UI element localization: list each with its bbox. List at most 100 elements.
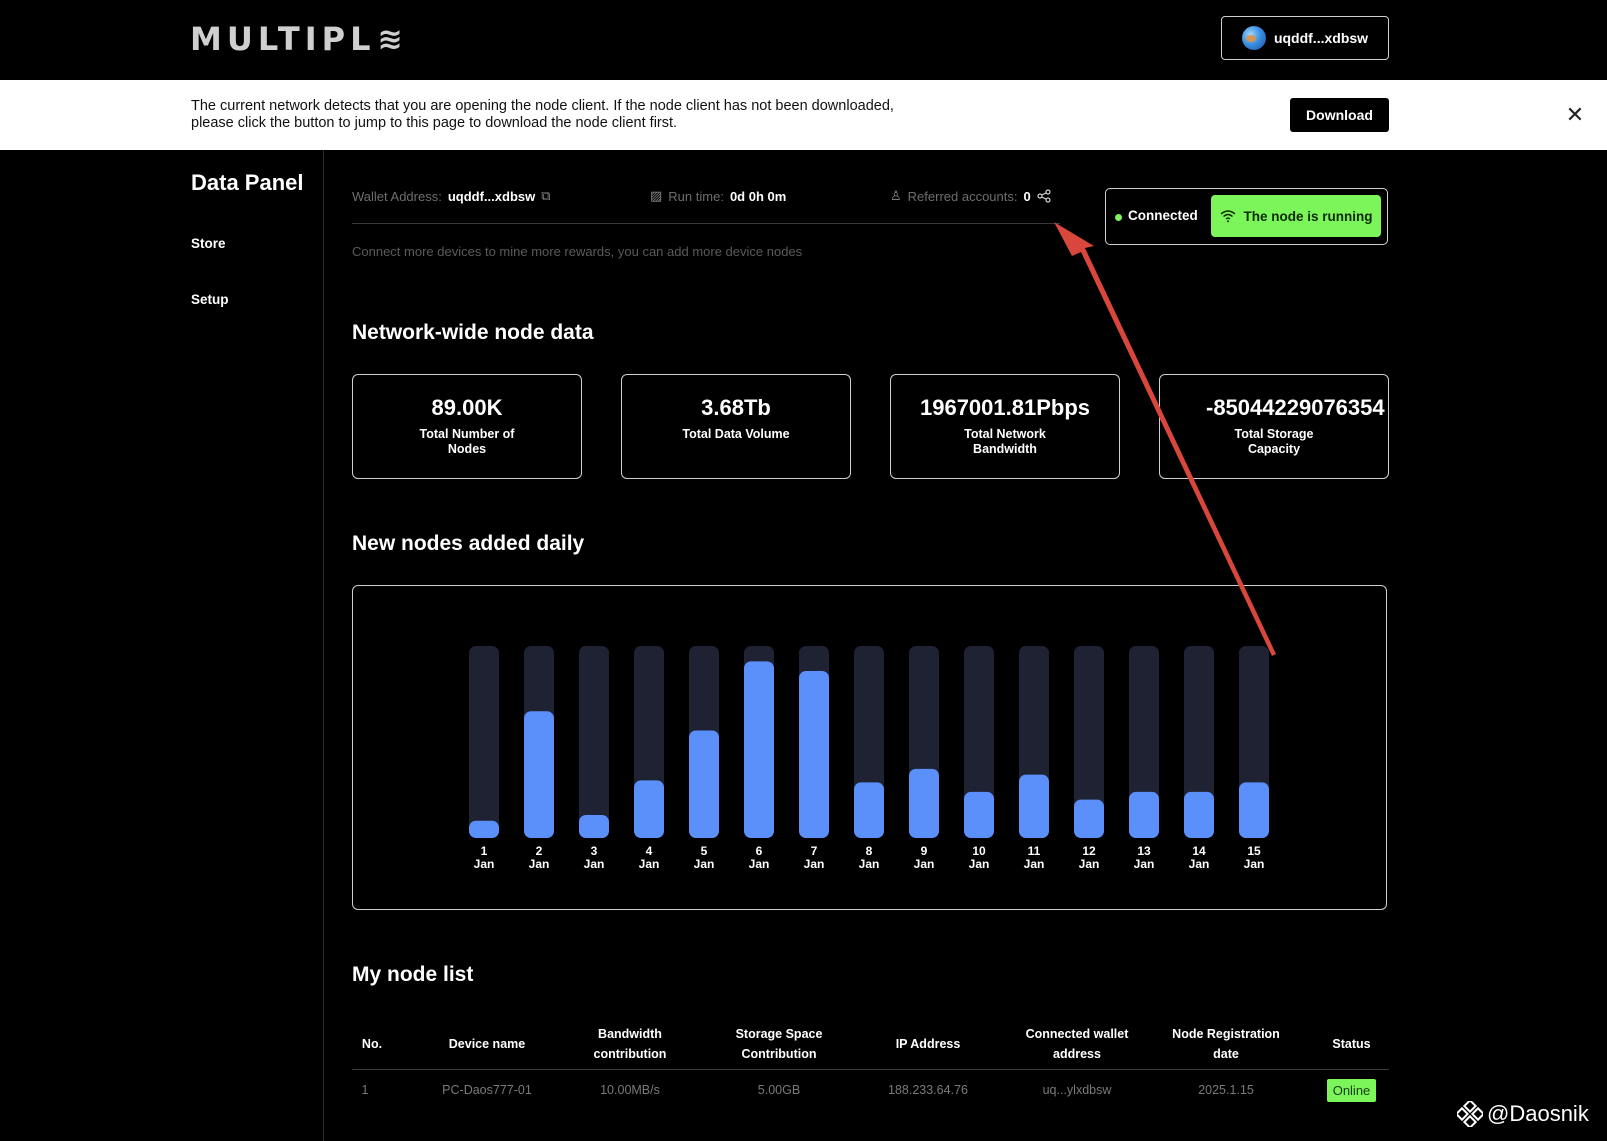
logo-waves-icon: ≋ <box>377 21 403 57</box>
col-wallet: Connected wallet address <box>1025 1027 1129 1061</box>
node-running-button[interactable]: The node is running <box>1211 195 1381 237</box>
sidebar: Data Panel Store Setup <box>0 150 324 1141</box>
bar-track <box>964 646 994 838</box>
x-tick-label: 13 Jan <box>1134 844 1155 871</box>
add-devices-hint: Connect more devices to mine more reward… <box>352 244 803 259</box>
banner-message: The current network detects that you are… <box>191 98 991 132</box>
wifi-icon <box>1220 210 1235 223</box>
bar-track <box>1184 646 1214 838</box>
stat-label: Total Storage Capacity <box>1234 427 1314 456</box>
chart-bar[interactable] <box>1184 791 1214 838</box>
stat-card-data-volume: 3.68Tb Total Data Volume <box>621 374 851 479</box>
run-time-label: Run time: <box>668 188 724 204</box>
sidebar-item-store[interactable]: Store <box>191 236 226 251</box>
connected-label: Connected <box>1128 208 1198 223</box>
x-tick-label: 10 Jan <box>969 844 990 871</box>
download-button[interactable]: Download <box>1290 98 1389 132</box>
x-tick-label: 1 Jan <box>474 844 495 871</box>
chart-bar[interactable] <box>1074 799 1104 838</box>
node-list-table: No. Device name Bandwidth contribution S… <box>352 1018 1389 1110</box>
stat-value: 3.68Tb <box>701 395 771 420</box>
node-running-label: The node is running <box>1243 208 1373 224</box>
referred-accounts-label: Referred accounts: <box>907 188 1018 204</box>
chart-line-icon: ▨ <box>650 188 663 203</box>
stat-label: Total Network Bandwidth <box>964 427 1046 456</box>
chart-bar[interactable] <box>469 820 499 838</box>
account-info-row: Wallet Address: uqddf...xdbsw ⧉ ▨ Run ti… <box>352 186 1060 224</box>
chart-bar[interactable] <box>799 670 829 838</box>
chart-bar[interactable] <box>909 768 939 838</box>
col-no: No. <box>361 1037 383 1051</box>
bar-track <box>469 646 499 838</box>
referred-accounts-info: ♙ Referred accounts: 0 <box>890 188 1051 204</box>
x-tick-label: 11 Jan <box>1024 844 1045 871</box>
col-device-name: Device name <box>448 1037 526 1051</box>
stat-card-bandwidth: 1967001.81Pbps Total Network Bandwidth <box>890 374 1120 479</box>
x-tick-label: 9 Jan <box>914 844 935 871</box>
stat-value: 89.00K <box>431 395 503 420</box>
new-nodes-chart: 1 Jan 2 Jan 3 Jan 4 Jan 5 Jan 6 Jan 7 Jan 8 Jan 9 Jan 10 Ja… <box>352 585 1387 910</box>
stat-card-storage-capacity: -85044229076354 Total Storage Capacity <box>1159 374 1389 479</box>
multiple-logo[interactable]: MULTIPL ≋ <box>190 20 403 58</box>
bar-track <box>1074 646 1104 838</box>
table-header: No. Device name Bandwidth contribution S… <box>352 1018 1389 1070</box>
x-tick-label: 6 Jan <box>749 844 770 871</box>
connected-dot-icon <box>1115 214 1122 221</box>
wallet-address-info: Wallet Address: uqddf...xdbsw ⧉ <box>352 188 551 204</box>
x-tick-label: 5 Jan <box>694 844 715 871</box>
users-icon: ♙ <box>890 188 902 203</box>
cell-no: 1 <box>361 1083 369 1097</box>
x-tick-label: 2 Jan <box>529 844 550 871</box>
logo-text: MULTIPL <box>190 20 376 58</box>
bar-track <box>1129 646 1159 838</box>
x-tick-label: 4 Jan <box>639 844 660 871</box>
run-time-info: ▨ Run time: 0d 0h 0m <box>650 188 786 204</box>
chart-canvas: 1 Jan 2 Jan 3 Jan 4 Jan 5 Jan 6 Jan 7 Jan 8 Jan 9 Jan 10 Ja… <box>469 646 1269 871</box>
sidebar-item-setup[interactable]: Setup <box>191 292 229 307</box>
node-list-title: My node list <box>352 963 474 986</box>
chart-bar[interactable] <box>689 730 719 838</box>
status-badge: Online <box>1326 1078 1377 1102</box>
chart-bar[interactable] <box>964 791 994 838</box>
stat-value: -85044229076354 <box>1206 395 1385 420</box>
chart-bar[interactable] <box>524 711 554 838</box>
x-tick-label: 3 Jan <box>584 844 605 871</box>
watermark-text: @Daosnik <box>1487 1101 1589 1126</box>
download-notice-banner: The current network detects that you are… <box>0 80 1607 150</box>
chart-bar[interactable] <box>634 780 664 838</box>
chart-bar[interactable] <box>579 814 609 838</box>
chart-bar[interactable] <box>1019 774 1049 838</box>
copy-icon[interactable]: ⧉ <box>541 188 551 203</box>
wallet-button-label: uqddf...xdbsw <box>1273 30 1369 46</box>
share-icon[interactable] <box>1037 189 1051 203</box>
wallet-address-value: uqddf...xdbsw <box>447 188 536 204</box>
bar-track <box>579 646 609 838</box>
close-icon[interactable]: ✕ <box>1565 102 1585 127</box>
globe-avatar-icon <box>1241 26 1266 50</box>
stat-label: Total Number of Nodes <box>419 427 515 456</box>
col-storage: Storage Space Contribution <box>735 1027 823 1061</box>
cell-status: Online <box>1314 1070 1389 1110</box>
binance-logo-icon <box>1457 1101 1483 1127</box>
wallet-address-label: Wallet Address: <box>352 188 442 204</box>
chart-bar[interactable] <box>744 661 774 838</box>
col-ip: IP Address <box>895 1037 961 1051</box>
col-reg-date: Node Registration date <box>1172 1027 1280 1061</box>
chart-bar[interactable] <box>854 782 884 838</box>
watermark: @Daosnik <box>1457 1101 1589 1127</box>
referred-accounts-value: 0 <box>1023 188 1031 204</box>
network-section-title: Network-wide node data <box>352 321 594 344</box>
chart-bar[interactable] <box>1129 791 1159 838</box>
run-time-value: 0d 0h 0m <box>729 188 787 204</box>
stat-value: 1967001.81Pbps <box>919 395 1091 420</box>
chart-section-title: New nodes added daily <box>352 532 585 555</box>
x-tick-label: 7 Jan <box>804 844 825 871</box>
cell-reg-date: 2025.1.15 <box>1198 1083 1254 1097</box>
cell-wallet: uq...ylxdbsw <box>1042 1083 1112 1097</box>
cell-device-name: PC-Daos777-01 <box>442 1083 532 1097</box>
wallet-button[interactable]: uqddf...xdbsw <box>1221 16 1389 60</box>
cell-bandwidth: 10.00MB/s <box>600 1083 660 1097</box>
chart-bar[interactable] <box>1239 782 1269 838</box>
x-tick-label: 8 Jan <box>859 844 880 871</box>
table-row[interactable]: 1 PC-Daos777-01 10.00MB/s 5.00GB 188.233… <box>352 1070 1389 1110</box>
